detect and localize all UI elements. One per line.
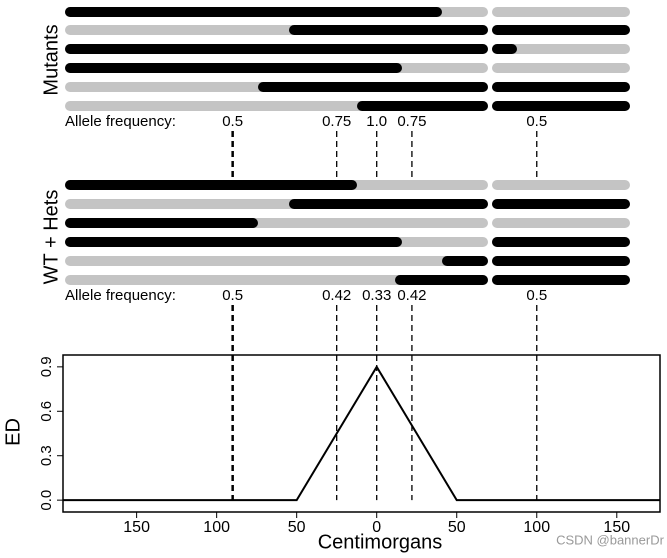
- allele-frequency: 1.0: [366, 113, 387, 130]
- allele-frequency: 0.5: [222, 113, 243, 130]
- x-tick-label: 100: [523, 519, 550, 536]
- x-tick-label: 100: [203, 519, 230, 536]
- y-tick-label: 0.6: [38, 401, 55, 422]
- allele-frequency: 0.5: [526, 113, 547, 130]
- x-tick-label: 150: [603, 519, 630, 536]
- x-tick-label: 50: [448, 519, 466, 536]
- allele-frequency: 0.33: [362, 287, 391, 304]
- panel-label: WT + Hets: [40, 190, 62, 285]
- y-tick-label: 0.9: [38, 356, 55, 377]
- allele-frequency-label: Allele frequency:: [65, 287, 176, 304]
- chromosome-bars: [65, 7, 630, 285]
- allele-frequency-label: Allele frequency:: [65, 113, 176, 130]
- x-axis-label: Centimorgans: [318, 531, 443, 553]
- allele-frequency: 0.42: [322, 287, 351, 304]
- watermark: CSDN @bannerDr: [556, 532, 665, 547]
- x-tick-label: 50: [288, 519, 306, 536]
- allele-frequency: 0.42: [397, 287, 426, 304]
- panel-label: Mutants: [40, 24, 62, 95]
- y-axis-label: ED: [2, 418, 24, 446]
- ed-line: [63, 364, 660, 502]
- y-tick-label: 0.3: [38, 445, 55, 466]
- y-tick-label: 0.0: [38, 490, 55, 511]
- allele-frequency: 0.5: [222, 287, 243, 304]
- allele-frequency: 0.75: [322, 113, 351, 130]
- x-tick-label: 150: [123, 519, 150, 536]
- x-tick-label: 0: [372, 519, 381, 536]
- allele-frequency: 0.5: [526, 287, 547, 304]
- allele-frequency: 0.75: [397, 113, 426, 130]
- plot-frame: [62, 354, 661, 513]
